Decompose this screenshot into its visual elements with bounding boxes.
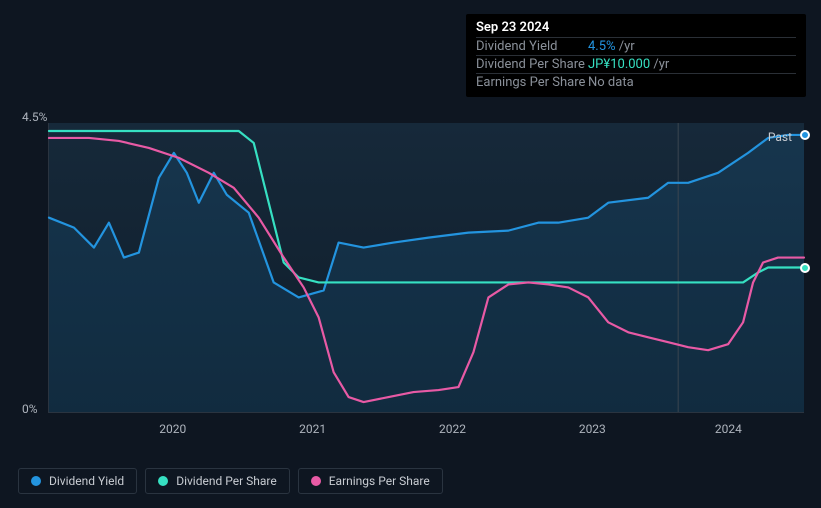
chart-svg (49, 123, 804, 412)
legend-label: Earnings Per Share (329, 474, 430, 488)
legend-item-earnings-per-share[interactable]: Earnings Per Share (298, 468, 443, 494)
tooltip-row: Earnings Per Share No data (476, 73, 796, 91)
tooltip-label: Dividend Per Share (476, 57, 588, 72)
tooltip-row: Dividend Yield 4.5% /yr (476, 37, 796, 55)
chart-plot-area[interactable]: Past (48, 123, 804, 413)
tooltip-value: No data (588, 75, 796, 90)
legend-item-dividend-yield[interactable]: Dividend Yield (18, 468, 137, 494)
x-axis-tick: 2024 (715, 422, 742, 436)
legend-dot-icon (311, 476, 321, 486)
x-axis-tick: 2021 (299, 422, 326, 436)
chart-container: 4.5% 0% Past 2020 2021 2022 2023 2024 (18, 110, 804, 445)
past-label: Past (768, 130, 792, 144)
series-end-marker (800, 130, 810, 140)
tooltip-value: 4.5% /yr (588, 39, 796, 54)
tooltip-label: Earnings Per Share (476, 75, 588, 90)
x-axis-tick: 2022 (439, 422, 466, 436)
tooltip-date: Sep 23 2024 (476, 20, 796, 37)
x-axis-tick: 2020 (159, 422, 186, 436)
legend-dot-icon (158, 476, 168, 486)
x-axis: 2020 2021 2022 2023 2024 (48, 422, 804, 440)
tooltip-label: Dividend Yield (476, 39, 588, 54)
series-end-marker (800, 263, 810, 273)
legend-item-dividend-per-share[interactable]: Dividend Per Share (145, 468, 290, 494)
chart-tooltip: Sep 23 2024 Dividend Yield 4.5% /yr Divi… (466, 14, 806, 97)
tooltip-value: JP¥10.000 /yr (588, 57, 796, 72)
chart-legend: Dividend Yield Dividend Per Share Earnin… (18, 468, 443, 494)
legend-label: Dividend Per Share (176, 474, 277, 488)
tooltip-row: Dividend Per Share JP¥10.000 /yr (476, 55, 796, 73)
y-axis-max-label: 4.5% (22, 110, 47, 124)
legend-label: Dividend Yield (49, 474, 124, 488)
y-axis-min-label: 0% (22, 402, 38, 416)
legend-dot-icon (31, 476, 41, 486)
x-axis-tick: 2023 (579, 422, 606, 436)
